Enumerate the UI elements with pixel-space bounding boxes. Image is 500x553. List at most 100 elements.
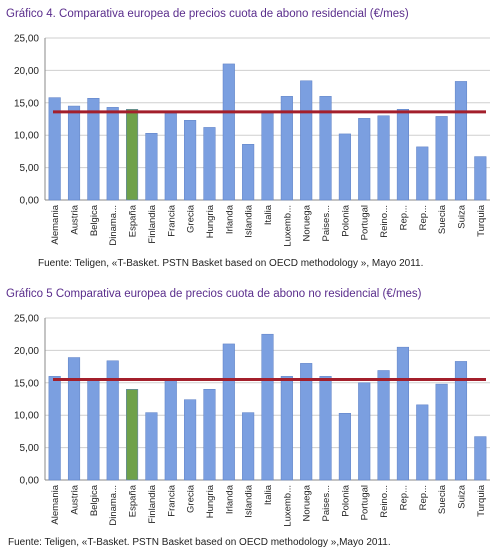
bar-rep — [416, 404, 429, 481]
x-tick-label: Hungria — [205, 484, 216, 518]
x-tick-label: Hungria — [205, 204, 216, 238]
bar-rep — [396, 109, 409, 201]
chart-2-source: Fuente: Teligen, «T-Basket. PSTN Basket … — [8, 537, 391, 548]
bar-belgica — [87, 379, 100, 481]
bar-grecia — [184, 120, 197, 201]
x-tick-label: Noruega — [302, 204, 313, 241]
chart-1-title: Gráfico 4. Comparativa europea de precio… — [6, 8, 409, 20]
x-tick-label: Suecia — [437, 204, 448, 234]
bar-espaa — [126, 389, 139, 481]
x-tick-label: Francia — [166, 484, 177, 516]
chart-1-residential: 0,00 5,00 10,00 15,00 20,00 25,00 Alemania Aust… — [14, 34, 490, 247]
bar-paises — [319, 96, 332, 201]
bar-luxemb — [280, 96, 293, 201]
bar-polonia — [338, 413, 351, 481]
x-tick-label: Portugal — [360, 205, 371, 240]
x-tick-label: Rep... — [398, 485, 409, 510]
bar-austria — [67, 105, 81, 201]
bar-noruega — [300, 363, 313, 481]
x-tick-label: Polonia — [340, 484, 351, 516]
x-tick-label: Paises... — [321, 485, 332, 521]
x-tick-label: Alemania — [50, 204, 61, 244]
bar-suiza — [454, 81, 468, 201]
bar-luxemb — [280, 376, 293, 481]
y-tick-label: 0,00 — [20, 476, 40, 487]
bar-hungria — [203, 389, 216, 481]
bar-austria — [67, 357, 81, 481]
bar-francia — [164, 379, 177, 481]
x-tick-label: Noruega — [302, 484, 313, 521]
bar-rep — [416, 146, 429, 201]
x-tick-label: Suiza — [456, 204, 467, 228]
x-tick-label: Irlanda — [224, 204, 235, 234]
x-tick-label: Rep... — [418, 205, 429, 230]
bar-rep — [396, 346, 409, 481]
x-tick-label: Turquia — [476, 484, 487, 517]
bar-italia — [261, 112, 274, 201]
y-tick-label: 0,00 — [20, 196, 40, 207]
y-tick-label: 10,00 — [14, 131, 39, 142]
x-tick-label: Dinama... — [108, 205, 119, 246]
bar-islandia — [242, 144, 255, 201]
y-tick-label: 25,00 — [14, 34, 39, 45]
x-tick-label: España — [128, 484, 139, 517]
bar-portugal — [358, 382, 371, 481]
x-tick-label: Italia — [263, 204, 274, 225]
bar-islandia — [242, 412, 255, 481]
x-tick-label: Rep... — [418, 485, 429, 510]
x-tick-label: Suiza — [456, 484, 467, 508]
x-tick-label: Luxemb... — [282, 205, 293, 247]
x-tick-label: Islandia — [244, 204, 255, 237]
x-tick-label: Polonia — [340, 204, 351, 236]
bar-italia — [261, 333, 274, 481]
bar-reino — [377, 115, 390, 201]
x-tick-label: Rep... — [398, 205, 409, 230]
bar-espaa — [126, 109, 139, 201]
x-tick-label: Italia — [263, 484, 274, 505]
bar-suiza — [454, 361, 468, 481]
y-tick-label: 5,00 — [20, 163, 40, 174]
y-tick-label: 20,00 — [14, 346, 39, 357]
x-tick-label: Dinama... — [108, 485, 119, 526]
x-tick-label: Belgica — [89, 484, 100, 516]
bar-grecia — [184, 399, 197, 481]
x-tick-label: España — [128, 204, 139, 237]
y-tick-label: 20,00 — [14, 66, 39, 77]
x-tick-label: Reino... — [379, 485, 390, 518]
bar-suecia — [435, 383, 448, 481]
bar-noruega — [300, 80, 313, 201]
y-tick-label: 25,00 — [14, 314, 39, 325]
bar-francia — [164, 112, 177, 201]
chart-2-non-residential: 0,00 5,00 10,00 15,00 20,00 25,00 Alemania Aust… — [14, 314, 490, 527]
bar-dinama — [106, 107, 119, 201]
y-tick-label: 15,00 — [14, 98, 39, 109]
x-tick-label: Finlandia — [147, 484, 158, 523]
bar-turquia — [474, 156, 487, 201]
bar-hungria — [203, 127, 216, 201]
x-tick-label: Paises... — [321, 205, 332, 241]
bar-polonia — [338, 133, 351, 201]
y-tick-label: 5,00 — [20, 443, 40, 454]
bar-belgica — [87, 98, 100, 201]
bar-turquia — [474, 436, 487, 481]
bar-irlanda — [222, 63, 235, 201]
x-tick-label: Austria — [70, 204, 81, 234]
x-tick-label: Irlanda — [224, 484, 235, 514]
x-tick-label: Grecia — [186, 204, 197, 233]
chart-2-title: Gráfico 5 Comparativa europea de precios… — [6, 288, 422, 300]
y-tick-label: 15,00 — [14, 378, 39, 389]
x-tick-label: Suecia — [437, 484, 448, 514]
bar-finlandia — [145, 133, 158, 201]
bar-alemania — [48, 376, 61, 481]
x-tick-label: Portugal — [360, 485, 371, 520]
bar-suecia — [435, 116, 448, 201]
bar-dinama — [106, 360, 119, 481]
bar-alemania — [48, 97, 61, 201]
x-tick-label: Finlandia — [147, 204, 158, 243]
x-tick-label: Belgica — [89, 204, 100, 236]
x-tick-label: Luxemb... — [282, 485, 293, 527]
x-tick-label: Turquia — [476, 204, 487, 237]
x-tick-label: Francia — [166, 204, 177, 236]
y-tick-label: 10,00 — [14, 411, 39, 422]
chart-1-source: Fuente: Teligen, «T-Basket. PSTN Basket … — [38, 258, 424, 269]
